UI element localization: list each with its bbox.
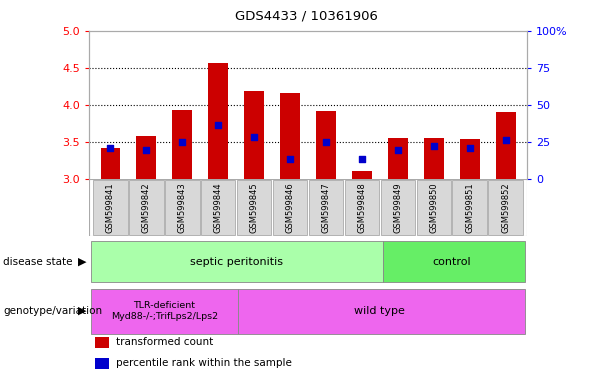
Bar: [137, 136, 156, 179]
FancyBboxPatch shape: [237, 180, 272, 235]
Text: GSM599851: GSM599851: [465, 182, 474, 233]
Text: GSM599850: GSM599850: [429, 182, 438, 233]
FancyBboxPatch shape: [165, 180, 200, 235]
FancyBboxPatch shape: [93, 180, 128, 235]
Text: GDS4433 / 10361906: GDS4433 / 10361906: [235, 10, 378, 23]
FancyBboxPatch shape: [345, 180, 379, 235]
Bar: [352, 171, 372, 179]
Point: [213, 122, 223, 128]
Text: ▶: ▶: [78, 306, 87, 316]
Point: [177, 139, 187, 145]
Text: percentile rank within the sample: percentile rank within the sample: [116, 358, 292, 368]
FancyBboxPatch shape: [91, 289, 238, 333]
FancyBboxPatch shape: [384, 241, 525, 282]
FancyBboxPatch shape: [201, 180, 235, 235]
FancyBboxPatch shape: [238, 289, 525, 333]
Text: disease state: disease state: [3, 257, 72, 266]
Bar: [208, 63, 228, 179]
Point: [249, 134, 259, 140]
Bar: [496, 112, 516, 179]
Point: [321, 139, 331, 145]
Text: TLR-deficient
Myd88-/-;TrifLps2/Lps2: TLR-deficient Myd88-/-;TrifLps2/Lps2: [111, 301, 218, 321]
Point: [501, 137, 511, 143]
Text: transformed count: transformed count: [116, 337, 213, 347]
Bar: [424, 138, 444, 179]
Text: control: control: [432, 257, 471, 266]
Text: GSM599846: GSM599846: [286, 182, 295, 233]
Point: [465, 144, 474, 151]
Bar: [244, 91, 264, 179]
Text: GSM599841: GSM599841: [106, 182, 115, 233]
Text: GSM599844: GSM599844: [214, 182, 223, 233]
Point: [357, 156, 367, 162]
Text: GSM599845: GSM599845: [249, 182, 259, 233]
Bar: [460, 139, 479, 179]
FancyBboxPatch shape: [381, 180, 415, 235]
Text: genotype/variation: genotype/variation: [3, 306, 102, 316]
Text: GSM599849: GSM599849: [394, 182, 402, 233]
Text: GSM599843: GSM599843: [178, 182, 187, 233]
FancyBboxPatch shape: [452, 180, 487, 235]
FancyBboxPatch shape: [129, 180, 164, 235]
FancyBboxPatch shape: [489, 180, 523, 235]
Text: GSM599847: GSM599847: [321, 182, 330, 233]
Text: GSM599842: GSM599842: [142, 182, 151, 233]
FancyBboxPatch shape: [273, 180, 307, 235]
Point: [105, 144, 115, 151]
Text: wild type: wild type: [354, 306, 405, 316]
Text: GSM599848: GSM599848: [357, 182, 367, 233]
FancyBboxPatch shape: [416, 180, 451, 235]
Bar: [316, 111, 336, 179]
Text: GSM599852: GSM599852: [501, 182, 510, 233]
Bar: [101, 147, 120, 179]
Bar: [388, 138, 408, 179]
FancyBboxPatch shape: [91, 241, 384, 282]
Point: [393, 147, 403, 154]
Point: [429, 143, 439, 149]
Text: ▶: ▶: [78, 257, 87, 266]
Text: septic peritonitis: septic peritonitis: [189, 257, 283, 266]
Point: [142, 147, 151, 154]
Bar: [172, 110, 192, 179]
Point: [285, 156, 295, 162]
Bar: [280, 93, 300, 179]
FancyBboxPatch shape: [309, 180, 343, 235]
